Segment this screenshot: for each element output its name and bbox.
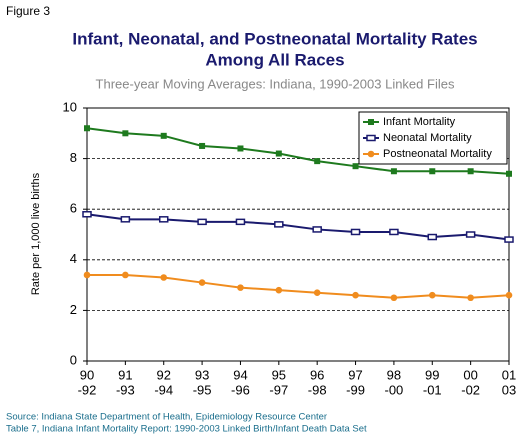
y-tick-label: 0 [70,352,77,367]
data-point [352,291,359,299]
data-point [312,226,322,233]
data-point [313,289,321,296]
chart-title: Infant, Neonatal, and Postneonatal Morta… [72,29,477,48]
data-point [465,231,476,238]
x-tick-label: 96 [310,367,324,382]
x-tick-label: -98 [308,382,327,397]
x-tick-label: -99 [346,382,365,397]
data-point [198,279,206,286]
legend-label: Postneonatal Mortality [383,148,492,160]
data-point [467,294,474,302]
data-point [467,168,474,175]
data-point [83,271,91,279]
series-line [86,213,510,241]
data-point [235,218,246,226]
data-point [199,142,206,149]
data-point [120,216,131,223]
data-point [274,221,284,228]
data-point [504,236,514,243]
data-point [237,284,244,291]
x-tick-label: -92 [78,382,97,397]
x-tick-label: -02 [461,382,480,397]
data-point [314,158,321,165]
data-point [428,291,436,299]
source-note: Source: Indiana State Department of Heal… [6,412,327,423]
data-point [389,228,399,236]
x-tick-label: -94 [154,382,173,397]
y-tick-label: 8 [70,150,77,165]
y-tick-label: 2 [70,302,77,317]
x-tick-label: 91 [118,367,132,382]
data-point [82,211,92,218]
data-point [390,168,397,175]
series-line [87,273,510,299]
x-tick-label: 90 [80,367,94,382]
x-tick-label: -01 [423,382,442,397]
x-tick-label: -95 [193,382,212,397]
data-point [158,216,169,223]
data-point [429,168,436,175]
legend-label: Infant Mortality [383,116,456,128]
data-point [350,228,361,236]
data-point [427,233,438,241]
data-point [197,218,207,226]
data-point [506,170,512,177]
source-note: Table 7, Indiana Infant Mortality Report… [6,424,367,435]
x-tick-label: 97 [348,367,362,382]
data-point [84,125,90,132]
series-line [86,127,510,175]
x-tick-label: -97 [269,382,288,397]
data-point [160,274,168,281]
data-point [275,150,282,157]
legend-marker [366,134,376,142]
legend-label: Neonatal Mortality [383,132,472,144]
x-tick-label: 92 [156,367,170,382]
x-tick-label: -96 [231,382,250,397]
y-tick-label: 6 [70,201,77,216]
x-tick-label: 93 [195,367,209,382]
legend-marker [367,150,375,158]
data-point [390,294,398,302]
y-axis-label: Rate per 1,000 live births [30,172,42,295]
x-tick-label: 00 [463,367,477,382]
x-tick-label: 01 [502,367,516,382]
legend-box [358,111,508,165]
x-tick-label: 94 [233,367,247,382]
chart-subtitle: Three-year Moving Averages: Indiana, 199… [96,76,455,91]
x-tick-label: 03 [502,382,516,397]
x-tick-label: 98 [387,367,401,382]
data-point [160,132,167,139]
x-tick-label: 99 [425,367,439,382]
data-point [275,286,283,294]
legend-marker [368,119,374,125]
x-tick-label: 95 [272,367,286,382]
x-tick-label: -00 [385,382,404,397]
data-point [237,145,244,152]
data-point [122,130,129,137]
plot-frame [86,107,510,362]
data-point [122,271,129,279]
x-tick-label: -93 [116,382,135,397]
data-point [505,291,513,299]
y-tick-label: 10 [63,99,77,114]
chart-title: Among All Races [205,50,344,69]
figure-label: Figure 3 [6,4,50,18]
y-tick-label: 4 [70,251,77,266]
data-point [352,163,359,170]
